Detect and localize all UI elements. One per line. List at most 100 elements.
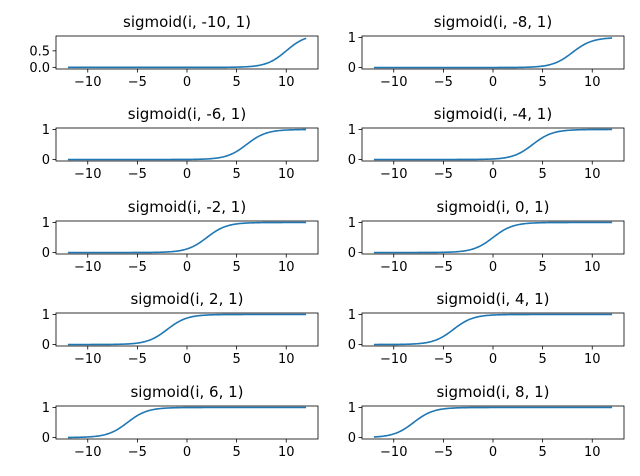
subplot-1-axes-frame (55, 35, 319, 70)
subplot-7-xtick-label: 0 (183, 352, 191, 367)
subplot-6-ytick-label: 1 (348, 216, 356, 231)
subplot-3-xtick-label: 0 (183, 167, 191, 182)
subplot-8-xtick-label: −5 (434, 352, 453, 367)
subplot-6-xtick-label: −5 (434, 260, 453, 275)
subplot-7-xtick-label: 10 (278, 352, 295, 367)
subplot-8-title: sigmoid(i, 4, 1) (436, 290, 549, 308)
subplot-1-xtick-label: −10 (74, 75, 101, 90)
subplot-8-xtick-label: −10 (380, 352, 407, 367)
subplot-3: sigmoid(i, -6, 1) −10 −5 0 5 10 0 1 (42, 105, 319, 182)
subplot-10: sigmoid(i, 8, 1) −10 −5 0 5 10 0 1 (348, 383, 625, 460)
subplot-1-ytick-label: 0.0 (29, 61, 50, 76)
subplot-2-ytick-label: 1 (348, 31, 356, 46)
subplot-8-xtick-label: 0 (489, 352, 497, 367)
subplot-6-ytick-label: 0 (348, 246, 356, 261)
subplot-10-ytick-label: 0 (348, 431, 356, 446)
subplot-5-xtick-label: −5 (128, 260, 147, 275)
subplot-7-ytick-label: 0 (42, 338, 50, 353)
subplot-4-xtick-label: −5 (434, 167, 453, 182)
subplot-5-title: sigmoid(i, -2, 1) (128, 198, 246, 216)
subplot-10-series-line (373, 406, 613, 438)
subplot-4-series-line (373, 128, 613, 161)
subplot-7-series-line (67, 313, 307, 346)
subplot-8-ytick-label: 0 (348, 338, 356, 353)
subplot-1: sigmoid(i, -10, 1) −10 −5 0 5 10 0.0 0.5 (29, 13, 319, 90)
subplot-10-xtick-label: −10 (380, 445, 407, 460)
subplot-4-xtick-label: 10 (584, 167, 601, 182)
subplot-6: sigmoid(i, 0, 1) −10 −5 0 5 10 0 1 (348, 198, 625, 275)
subplot-2-xtick-label: 5 (538, 75, 546, 90)
subplot-4-ytick-label: 0 (348, 153, 356, 168)
subplot-2-series-line (373, 37, 613, 69)
subplot-3-xtick-label: −5 (128, 167, 147, 182)
subplot-5-xtick-label: −10 (74, 260, 101, 275)
subplot-3-series-line (67, 128, 307, 161)
subplot-4-xtick-label: 0 (489, 167, 497, 182)
subplot-10-xtick-label: −5 (434, 445, 453, 460)
subplot-4-ytick-label: 1 (348, 123, 356, 138)
subplot-9-ytick-label: 1 (42, 401, 50, 416)
subplot-7-xtick-label: −10 (74, 352, 101, 367)
subplot-1-xtick-label: 10 (278, 75, 295, 90)
subplot-1-xtick-label: −5 (128, 75, 147, 90)
subplot-10-xtick-label: 10 (584, 445, 601, 460)
subplot-6-xtick-label: −10 (380, 260, 407, 275)
subplot-5-ytick-label: 1 (42, 216, 50, 231)
subplot-2-xtick-label: 0 (489, 75, 497, 90)
subplot-5: sigmoid(i, -2, 1) −10 −5 0 5 10 0 1 (42, 198, 319, 275)
subplot-2-xtick-label: −5 (434, 75, 453, 90)
subplot-3-ytick-label: 1 (42, 123, 50, 138)
subplot-6-xtick-label: 0 (489, 260, 497, 275)
subplot-1-xtick-label: 0 (183, 75, 191, 90)
subplot-7-xtick-label: 5 (232, 352, 240, 367)
subplot-2-title: sigmoid(i, -8, 1) (434, 13, 552, 31)
subplot-5-xtick-label: 5 (232, 260, 240, 275)
subplot-3-xtick-label: 5 (232, 167, 240, 182)
subplot-5-xtick-label: 0 (183, 260, 191, 275)
subplot-6-series-line (373, 221, 613, 254)
subplot-4-xtick-label: −10 (380, 167, 407, 182)
subplot-7: sigmoid(i, 2, 1) −10 −5 0 5 10 0 1 (42, 290, 319, 367)
subplot-2-axes-frame (361, 35, 625, 70)
subplot-4: sigmoid(i, -4, 1) −10 −5 0 5 10 0 1 (348, 105, 625, 182)
subplot-3-axes-frame (55, 127, 319, 162)
subplot-8: sigmoid(i, 4, 1) −10 −5 0 5 10 0 1 (348, 290, 625, 367)
subplot-10-xtick-label: 5 (538, 445, 546, 460)
subplot-3-ytick-label: 0 (42, 153, 50, 168)
subplot-9-axes-frame (55, 405, 319, 440)
subplot-8-xtick-label: 10 (584, 352, 601, 367)
subplot-9-xtick-label: 0 (183, 445, 191, 460)
subplot-1-series-line (67, 37, 307, 69)
subplot-10-title: sigmoid(i, 8, 1) (436, 383, 549, 401)
subplot-10-axes-frame (361, 405, 625, 440)
subplot-9-xtick-label: −5 (128, 445, 147, 460)
subplot-9-ytick-label: 0 (42, 431, 50, 446)
subplot-8-series-line (373, 313, 613, 346)
subplot-2-ytick-label: 0 (348, 61, 356, 76)
subplot-7-title: sigmoid(i, 2, 1) (130, 290, 243, 308)
subplot-3-xtick-label: 10 (278, 167, 295, 182)
subplot-9-title: sigmoid(i, 6, 1) (130, 383, 243, 401)
subplot-4-title: sigmoid(i, -4, 1) (434, 105, 552, 123)
subplot-7-ytick-label: 1 (42, 308, 50, 323)
subplot-1-title: sigmoid(i, -10, 1) (123, 13, 251, 31)
subplot-6-xtick-label: 10 (584, 260, 601, 275)
subplot-7-xtick-label: −5 (128, 352, 147, 367)
subplot-5-xtick-label: 10 (278, 260, 295, 275)
subplot-3-xtick-label: −10 (74, 167, 101, 182)
subplot-5-ytick-label: 0 (42, 246, 50, 261)
subplot-3-title: sigmoid(i, -6, 1) (128, 105, 246, 123)
subplot-1-xtick-label: 5 (232, 75, 240, 90)
subplot-10-ytick-label: 1 (348, 401, 356, 416)
subplot-4-axes-frame (361, 127, 625, 162)
subplot-2: sigmoid(i, -8, 1) −10 −5 0 5 10 0 1 (348, 13, 625, 90)
subplot-6-title: sigmoid(i, 0, 1) (436, 198, 549, 216)
subplot-1-ytick-label: 0.5 (29, 44, 50, 59)
subplot-2-xtick-label: −10 (380, 75, 407, 90)
subplot-6-xtick-label: 5 (538, 260, 546, 275)
subplot-10-xtick-label: 0 (489, 445, 497, 460)
subplot-8-ytick-label: 1 (348, 308, 356, 323)
subplot-9-xtick-label: −10 (74, 445, 101, 460)
